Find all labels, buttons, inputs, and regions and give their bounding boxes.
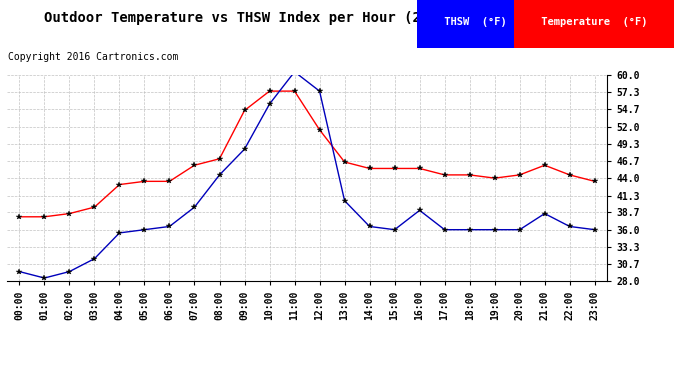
Text: Copyright 2016 Cartronics.com: Copyright 2016 Cartronics.com — [8, 53, 179, 63]
Text: Outdoor Temperature vs THSW Index per Hour (24 Hours) 20160219: Outdoor Temperature vs THSW Index per Ho… — [44, 11, 563, 25]
Text: Temperature  (°F): Temperature (°F) — [535, 17, 653, 27]
Text: THSW  (°F): THSW (°F) — [438, 17, 513, 27]
